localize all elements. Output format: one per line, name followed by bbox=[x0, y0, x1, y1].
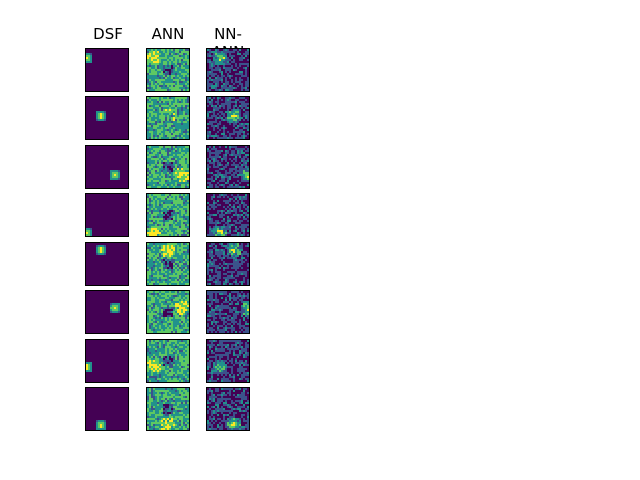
panel-dsf-row-1 bbox=[85, 48, 129, 92]
panel-dsf-row-3 bbox=[85, 145, 129, 189]
panel-ann-row-6 bbox=[146, 290, 190, 334]
panel-ann-row-2 bbox=[146, 96, 190, 140]
panel-nnann-row-2 bbox=[206, 96, 250, 140]
panel-ann-row-3 bbox=[146, 145, 190, 189]
panel-nnann-row-1 bbox=[206, 48, 250, 92]
panel-nnann-row-3 bbox=[206, 145, 250, 189]
panel-ann-row-4 bbox=[146, 193, 190, 237]
panel-dsf-row-6 bbox=[85, 290, 129, 334]
panel-ann-row-8 bbox=[146, 387, 190, 431]
panel-ann-row-7 bbox=[146, 339, 190, 383]
panel-dsf-row-2 bbox=[85, 96, 129, 140]
column-title-ann: ANN bbox=[151, 25, 185, 43]
panel-nnann-row-7 bbox=[206, 339, 250, 383]
panel-nnann-row-4 bbox=[206, 193, 250, 237]
panel-nnann-row-5 bbox=[206, 242, 250, 286]
panel-dsf-row-5 bbox=[85, 242, 129, 286]
panel-dsf-row-8 bbox=[85, 387, 129, 431]
panel-ann-row-1 bbox=[146, 48, 190, 92]
panel-dsf-row-7 bbox=[85, 339, 129, 383]
panel-nnann-row-8 bbox=[206, 387, 250, 431]
column-title-dsf: DSF bbox=[93, 25, 123, 43]
panel-ann-row-5 bbox=[146, 242, 190, 286]
panel-dsf-row-4 bbox=[85, 193, 129, 237]
panel-nnann-row-6 bbox=[206, 290, 250, 334]
